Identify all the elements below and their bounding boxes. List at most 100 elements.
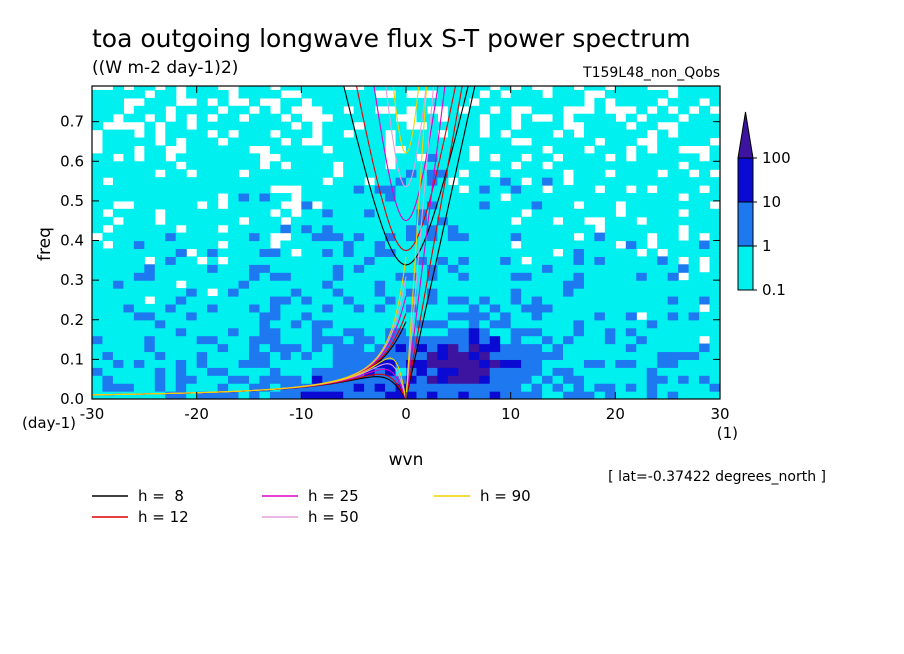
heatmap-cell [699,216,711,226]
heatmap-cell [196,169,208,178]
heatmap-cell [238,359,250,368]
colorbar-segment [737,157,754,203]
heatmap-cell [207,327,219,337]
heatmap-cell [604,272,616,281]
heatmap-cell [489,232,501,242]
y-tick-label: 0.4 [60,232,84,250]
heatmap-cell [583,367,595,376]
heatmap-cell [112,351,124,360]
heatmap-cell [563,192,575,202]
heatmap-cell [343,153,355,162]
heatmap-cell [625,367,637,376]
heatmap-cell [332,208,344,218]
heatmap-cell [228,391,240,399]
heatmap-cell [228,153,240,162]
heatmap-cell [426,295,438,305]
heatmap-cell [447,351,459,360]
heatmap-cell [406,264,418,273]
heatmap-cell [709,303,720,313]
heatmap-cell [594,272,606,281]
heatmap-cell [154,200,166,210]
heatmap-cell [657,359,669,368]
heatmap-cell [510,391,522,399]
heatmap-cell [521,216,533,226]
heatmap-cell [406,256,418,265]
heatmap-cell [123,216,135,226]
heatmap-cell [573,177,585,186]
heatmap-cell [123,208,135,218]
heatmap-cell [667,216,679,226]
heatmap-cell [416,232,428,242]
heatmap-cell [510,335,522,345]
heatmap-cell [186,177,198,186]
heatmap-cell [447,288,459,297]
heatmap-cell [657,383,669,392]
heatmap-cell [269,264,281,273]
heatmap-cell [489,391,501,399]
heatmap-cell [249,113,261,123]
heatmap-cell [249,177,261,186]
heatmap-cell [510,264,522,273]
heatmap-cell [615,359,627,368]
heatmap-cell [269,177,281,186]
heatmap-cell [207,121,219,131]
heatmap-cell [447,280,459,289]
heatmap-cell [468,351,480,360]
heatmap-cell [269,113,281,123]
heatmap-cell [290,113,302,123]
heatmap-cell [395,169,407,178]
heatmap-cell [374,248,386,257]
heatmap-cell [165,200,177,210]
heatmap-cell [604,343,616,353]
heatmap-cell [259,200,271,210]
heatmap-cell [468,295,480,305]
heatmap-cell [563,97,575,107]
heatmap-cell [207,89,219,99]
heatmap-cell [123,89,135,99]
heatmap-cell [500,177,512,186]
heatmap-cell [699,200,711,210]
heatmap-cell [196,89,208,99]
heatmap-cell [144,153,156,162]
heatmap-cell [165,359,177,368]
heatmap-cell [165,232,177,242]
heatmap-cell [615,280,627,289]
heatmap-cell [625,169,637,178]
heatmap-cell [667,311,679,321]
heatmap-cell [604,256,616,265]
heatmap-cell [175,129,187,139]
heatmap-cell [678,335,690,345]
heatmap-cell [374,264,386,273]
heatmap-cell [458,280,470,289]
heatmap-cell [144,145,156,154]
heatmap-cell [678,391,690,399]
heatmap-cell [646,391,658,399]
heatmap-cell [625,232,637,242]
heatmap-cell [426,86,438,91]
heatmap-cell [468,319,480,329]
heatmap-cell [217,343,229,353]
heatmap-cell [196,86,208,91]
heatmap-cell [636,200,648,210]
heatmap-cell [468,256,480,265]
heatmap-cell [112,161,124,170]
heatmap-cell [249,200,261,210]
heatmap-cell [594,161,606,170]
heatmap-cell [447,295,459,305]
heatmap-cell [479,200,491,210]
heatmap-cell [322,319,334,329]
heatmap-cell [510,288,522,297]
heatmap-cell [542,216,554,226]
heatmap-cell [217,272,229,281]
heatmap-cell [437,343,449,353]
heatmap-cell [175,121,187,131]
heatmap-cell [353,272,365,281]
heatmap-cell [238,383,250,392]
heatmap-cell [458,137,470,147]
heatmap-cell [175,153,187,162]
heatmap-cell [699,105,711,115]
heatmap-cell [353,137,365,147]
heatmap-cell [468,89,480,99]
heatmap-cell [406,161,418,170]
heatmap-cell [207,311,219,321]
